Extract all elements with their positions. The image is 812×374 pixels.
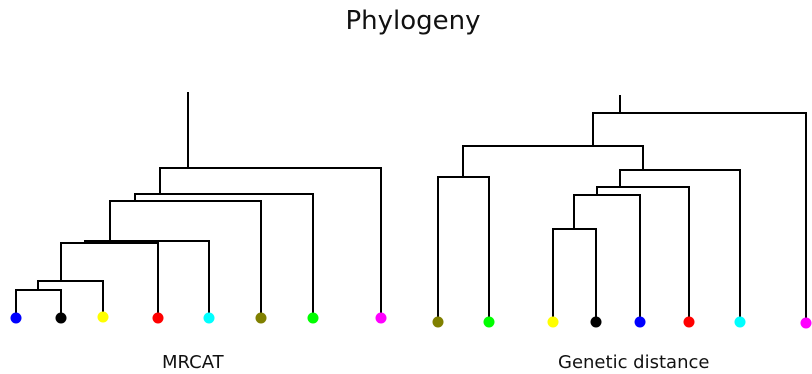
figure-title: Phylogeny xyxy=(345,6,481,36)
leaf-node-r3 xyxy=(547,316,559,328)
leaf-node-r1 xyxy=(432,316,444,328)
leaf-node-l7 xyxy=(307,312,319,324)
leaf-node-r4 xyxy=(590,316,602,328)
leaf-node-r6 xyxy=(683,316,695,328)
leaf-node-l4 xyxy=(152,312,164,324)
leaf-node-l6 xyxy=(255,312,267,324)
leaf-node-r8 xyxy=(800,317,812,329)
leaf-node-l8 xyxy=(375,312,387,324)
mrcat-tree xyxy=(10,92,387,324)
leaf-node-r2 xyxy=(483,316,495,328)
genetic-distance-caption: Genetic distance xyxy=(558,352,710,373)
leaf-node-r5 xyxy=(634,316,646,328)
leaf-node-l2 xyxy=(55,312,67,324)
genetic-distance-tree xyxy=(432,95,812,329)
leaf-node-l5 xyxy=(203,312,215,324)
leaf-node-l1 xyxy=(10,312,22,324)
leaf-node-r7 xyxy=(734,316,746,328)
mrcat-caption: MRCAT xyxy=(162,352,224,373)
leaf-node-l3 xyxy=(97,311,109,323)
